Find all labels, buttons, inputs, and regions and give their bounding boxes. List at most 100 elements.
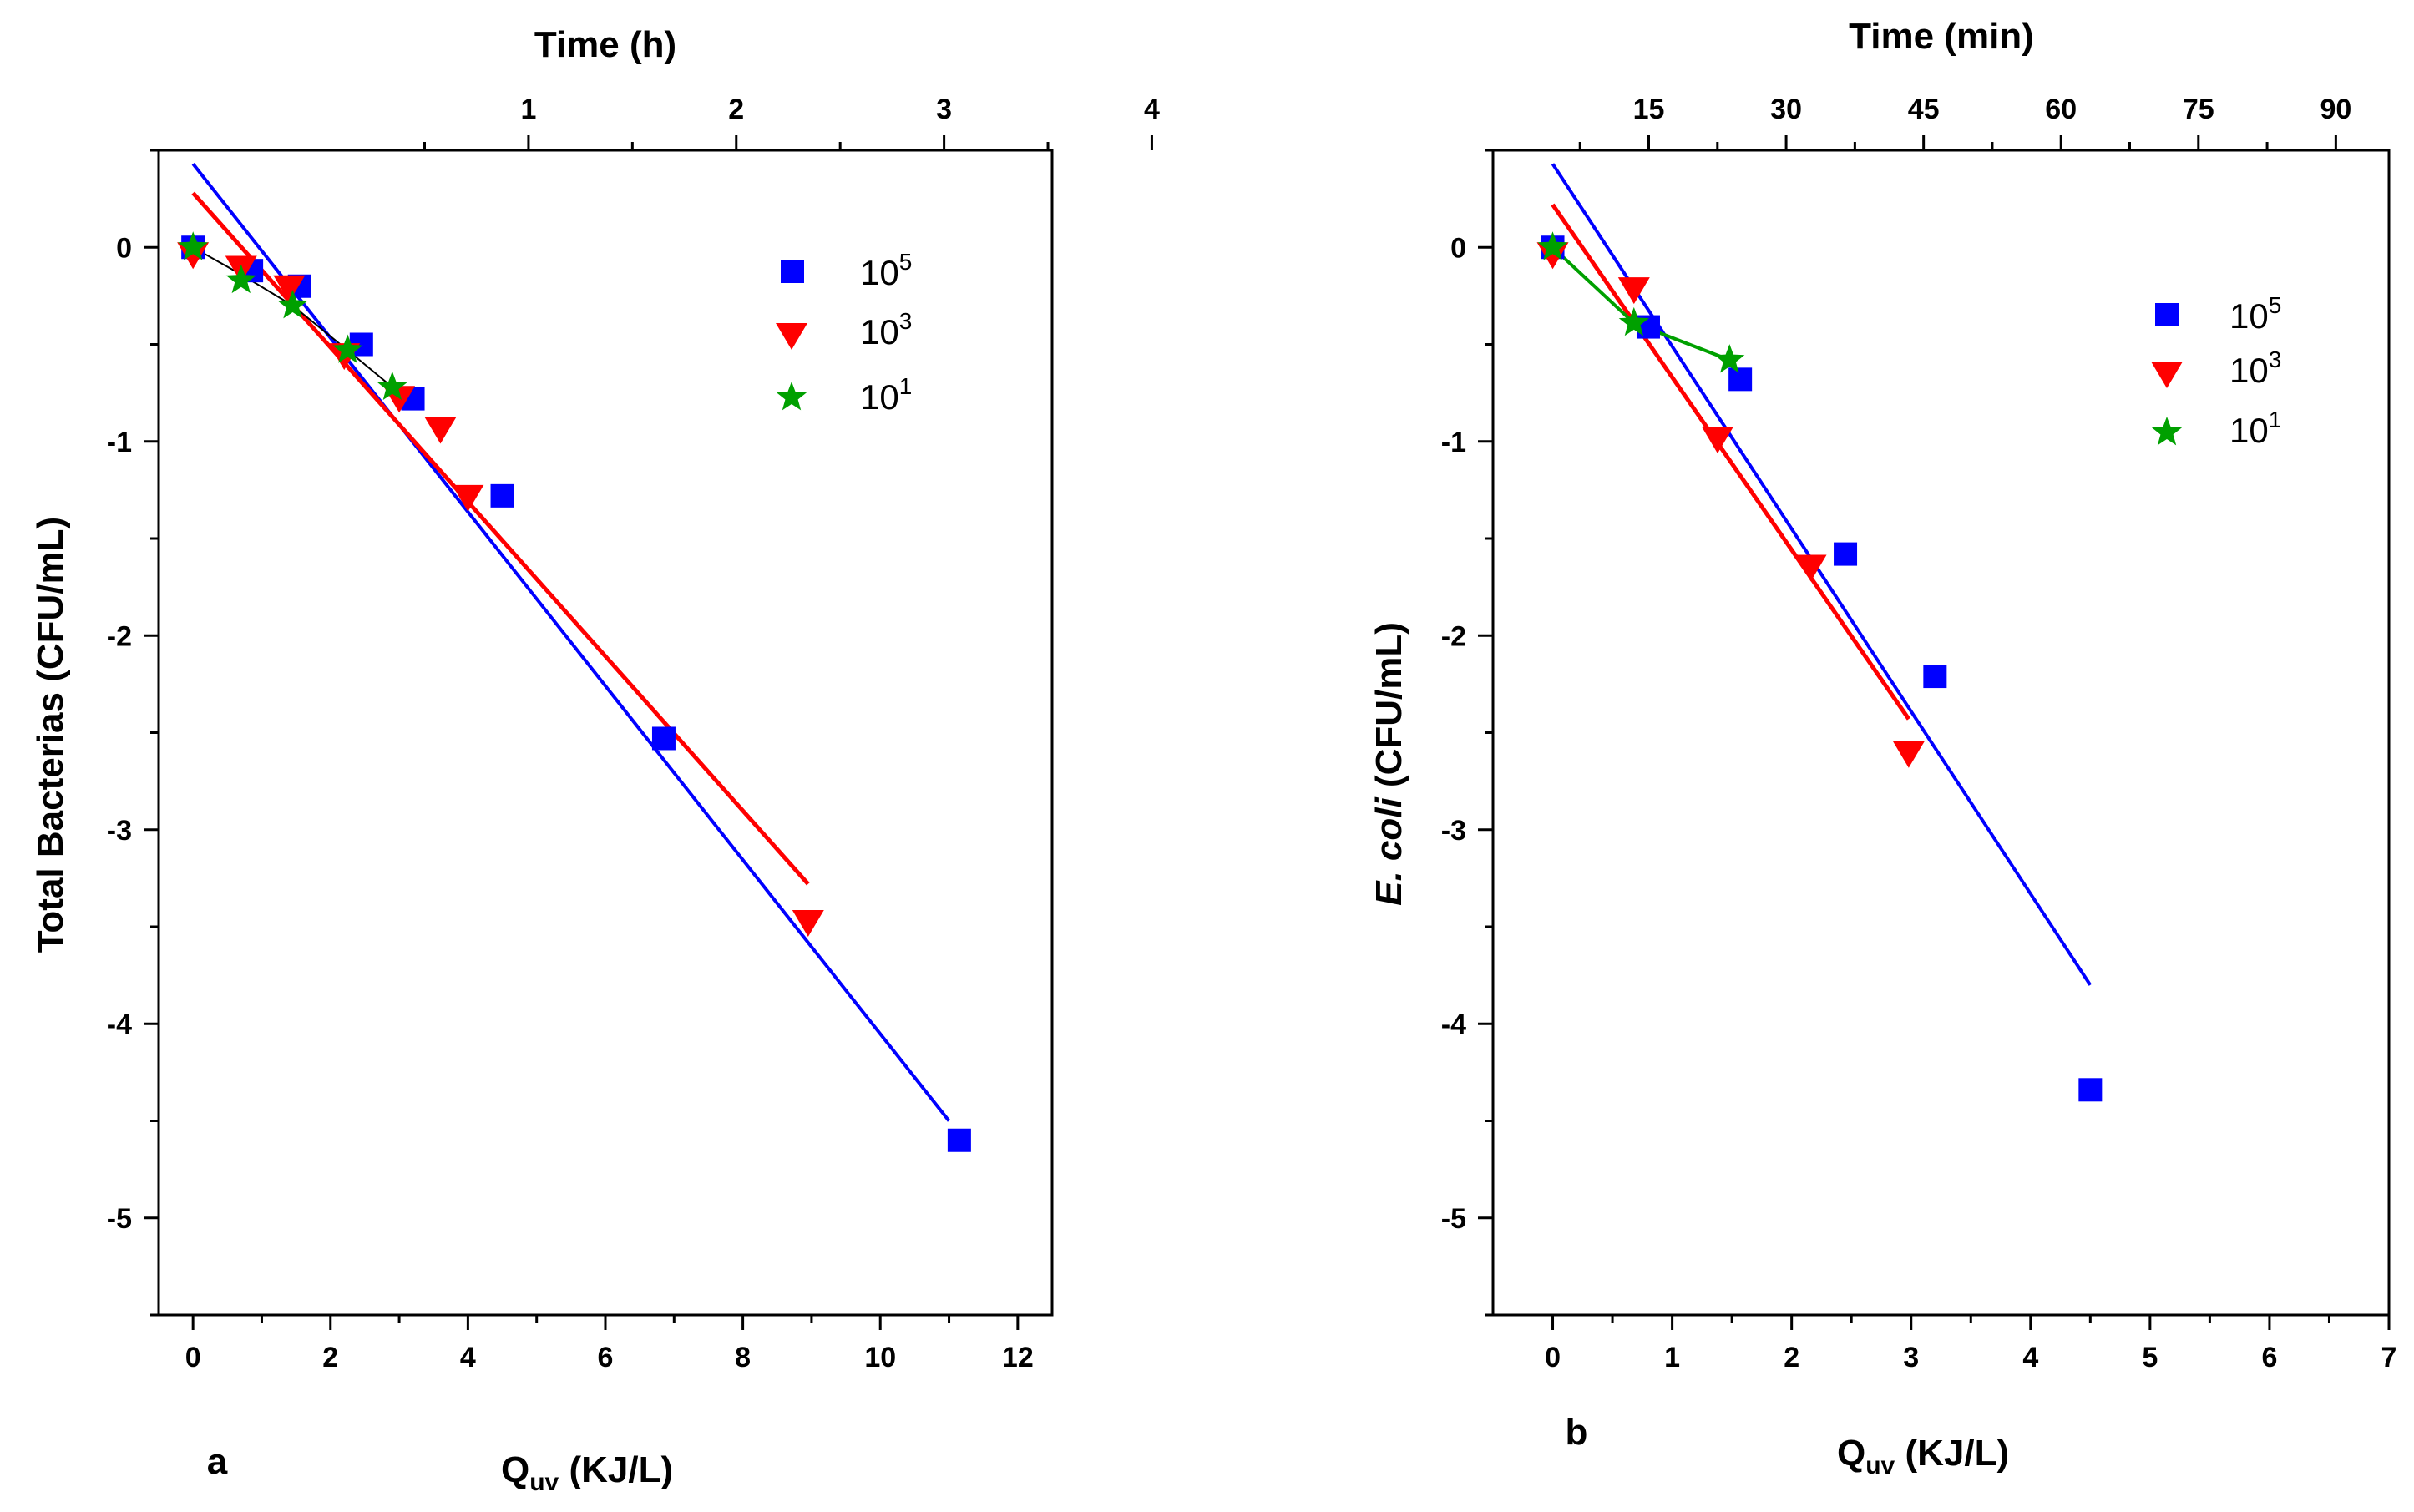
panel-a-top-x-tick-label: 4	[1144, 94, 1160, 125]
panel-b-top-x-tick-label: 45	[1908, 94, 1940, 125]
chart-panel-b: 0 1 2 3 4 5 6 70-1-2-3-4-515 30 45 60 75 90 Time (mi…	[1369, 16, 2396, 1479]
panel-a-x-axis-title: Quv (KJ/L)	[501, 1449, 673, 1496]
panel-b-x-axis-title: Quv (KJ/L)	[1837, 1433, 2009, 1479]
panel-b-x-tick-label: 1	[1664, 1342, 1680, 1373]
panel-a-x-tick-label: 8	[735, 1342, 751, 1373]
panel-b-y-tick-label: -4	[1441, 1009, 1466, 1040]
panel-b-x-tick-label: 2	[1784, 1342, 1799, 1373]
panel-a-x-tick-label: 4	[460, 1342, 476, 1373]
panel-b-legend-label-3-exp: 1	[2269, 407, 2282, 432]
panel-b-x-tick-label: 5	[2142, 1342, 2158, 1373]
panel-b-point-triangle-down	[1701, 427, 1733, 454]
panel-a-point-square	[947, 1128, 971, 1152]
panel-b-legend: 105 103 101	[2151, 292, 2281, 450]
panel-a-legend-label-1-exp: 5	[899, 249, 913, 275]
panel-a-x-tick-label: 6	[598, 1342, 614, 1373]
panel-a-point-triangle-down	[177, 242, 210, 270]
panel-b-point-triangle-down	[1892, 741, 1925, 768]
panel-b-data-points	[1536, 231, 2103, 1102]
panel-a-legend-label-1: 105	[860, 249, 912, 292]
panel-a-letter: a	[207, 1441, 228, 1482]
panel-b-legend-label-1-base: 10	[2229, 296, 2269, 336]
panel-a-legend-label-1-base: 10	[860, 253, 899, 292]
panel-b-legend-label-3: 101	[2229, 407, 2281, 450]
panel-a-top-x-tick-label: 2	[728, 94, 744, 125]
panel-a-legend-label-3: 101	[860, 373, 912, 417]
panel-b-top-x-tick-label: 90	[2320, 94, 2351, 125]
panel-a-x-tick-label: 0	[185, 1342, 201, 1373]
panel-b-y-axis-title-rest: (CFU/mL)	[1369, 622, 1409, 797]
panel-b-point-square	[1834, 542, 1858, 566]
panel-b-legend-star-glyph	[2151, 417, 2183, 446]
panel-b-y-axis-title-italic: E. coli	[1369, 797, 1409, 906]
panel-a-legend-label-2: 103	[860, 308, 912, 351]
panel-a-point-star	[377, 371, 407, 400]
panel-b-legend-label-1-exp: 5	[2269, 292, 2282, 318]
panel-b-fit-line-square	[1551, 163, 2092, 986]
panel-a-top-x-tick-label: 3	[936, 94, 952, 125]
panel-a-legend: 105 103 101	[776, 249, 912, 417]
panel-b-point-star	[1714, 344, 1745, 373]
panel-b-letter: b	[1566, 1412, 1588, 1453]
panel-b-ticks: 0 1 2 3 4 5 6 70-1-2-3-4-515 30 45 60 75 90	[1441, 94, 2397, 1373]
panel-a-y-axis-title: Total Bacterias (CFU/mL)	[30, 517, 71, 953]
panel-b-y-axis-title: E. coli (CFU/mL)	[1369, 622, 1409, 906]
panel-b-point-triangle-down	[1794, 554, 1827, 582]
panel-a-point-star	[225, 264, 256, 294]
panel-b-x-tick-label: 0	[1545, 1342, 1561, 1373]
panel-a-point-star	[332, 334, 363, 363]
panel-a-x-axis-title-rest: (KJ/L)	[559, 1449, 673, 1490]
panel-b-point-star	[1537, 231, 1568, 260]
panel-a-x-tick-label: 10	[864, 1342, 896, 1373]
panel-b-x-axis-title-rest: (KJ/L)	[1895, 1433, 2009, 1474]
chart-panel-a: 0 2 4 6 8 10 120-1-2-3-4-51 2 3 4 Time (h) Total …	[30, 24, 1160, 1496]
panel-b-fit-line-triangle-down	[1551, 203, 1910, 721]
panel-a-x-axis-title-sub: uv	[529, 1469, 559, 1496]
panel-b-x-axis-title-main: Q	[1837, 1433, 1865, 1474]
panel-a-point-star	[178, 231, 209, 260]
panel-b-point-star	[1618, 306, 1649, 336]
panel-a-top-x-tick-label: 1	[520, 94, 536, 125]
panel-a-x-axis-title-main: Q	[501, 1449, 529, 1490]
panel-b-legend-star-marker	[2151, 417, 2183, 446]
panel-a-legend-label-3-exp: 1	[899, 373, 913, 399]
panel-b-y-tick-label: -1	[1441, 427, 1466, 458]
panel-b-y-tick-label: -3	[1441, 815, 1466, 847]
panel-a-point-triangle-down	[792, 910, 824, 938]
panel-a-point-triangle-down	[273, 275, 306, 302]
panel-b-x-tick-label: 3	[1903, 1342, 1919, 1373]
panel-a-y-tick-label: -3	[107, 815, 132, 847]
panel-a-point-triangle-down	[452, 484, 484, 512]
panel-b-legend-label-1: 105	[2229, 292, 2281, 336]
panel-a-legend-star-glyph	[776, 382, 807, 411]
panel-b-x-tick-label: 6	[2261, 1342, 2277, 1373]
panel-b-y-tick-label: -5	[1441, 1203, 1466, 1235]
panel-a-point-square	[651, 726, 676, 751]
panel-a-y-tick-label: -4	[107, 1009, 132, 1040]
panel-b-point-square	[1923, 665, 1947, 689]
panel-a-point-triangle-down	[424, 417, 457, 444]
panel-a-legend-star-marker	[776, 382, 807, 411]
panel-a-y-tick-label: -1	[107, 427, 132, 458]
panel-b-y-tick-label: -2	[1441, 620, 1466, 652]
panel-a-y-tick-label: 0	[116, 232, 132, 264]
panel-b-top-x-tick-label: 15	[1633, 94, 1665, 125]
panel-b-point-triangle-down	[1536, 242, 1569, 270]
panel-b-top-axis-title: Time (min)	[1849, 16, 2034, 57]
panel-a-point-square	[490, 483, 514, 508]
panel-a-legend-square-marker	[781, 260, 804, 283]
panel-b-y-tick-label: 0	[1450, 232, 1466, 264]
panel-b-legend-label-2: 103	[2229, 346, 2281, 390]
panel-a-legend-label-3-base: 10	[860, 377, 899, 417]
panel-a-y-tick-label: -5	[107, 1203, 132, 1235]
panel-b-top-x-tick-label: 60	[2045, 94, 2077, 125]
panel-b-top-x-tick-label: 30	[1770, 94, 1802, 125]
panel-a-y-tick-label: -2	[107, 620, 132, 652]
panel-b-point-square	[2078, 1078, 2103, 1102]
panel-b-x-axis-title-sub: uv	[1865, 1452, 1895, 1479]
panel-a-x-tick-label: 2	[322, 1342, 338, 1373]
panel-a-legend-label-2-exp: 3	[899, 308, 913, 334]
panel-b-legend-triangle-marker	[2151, 362, 2183, 388]
